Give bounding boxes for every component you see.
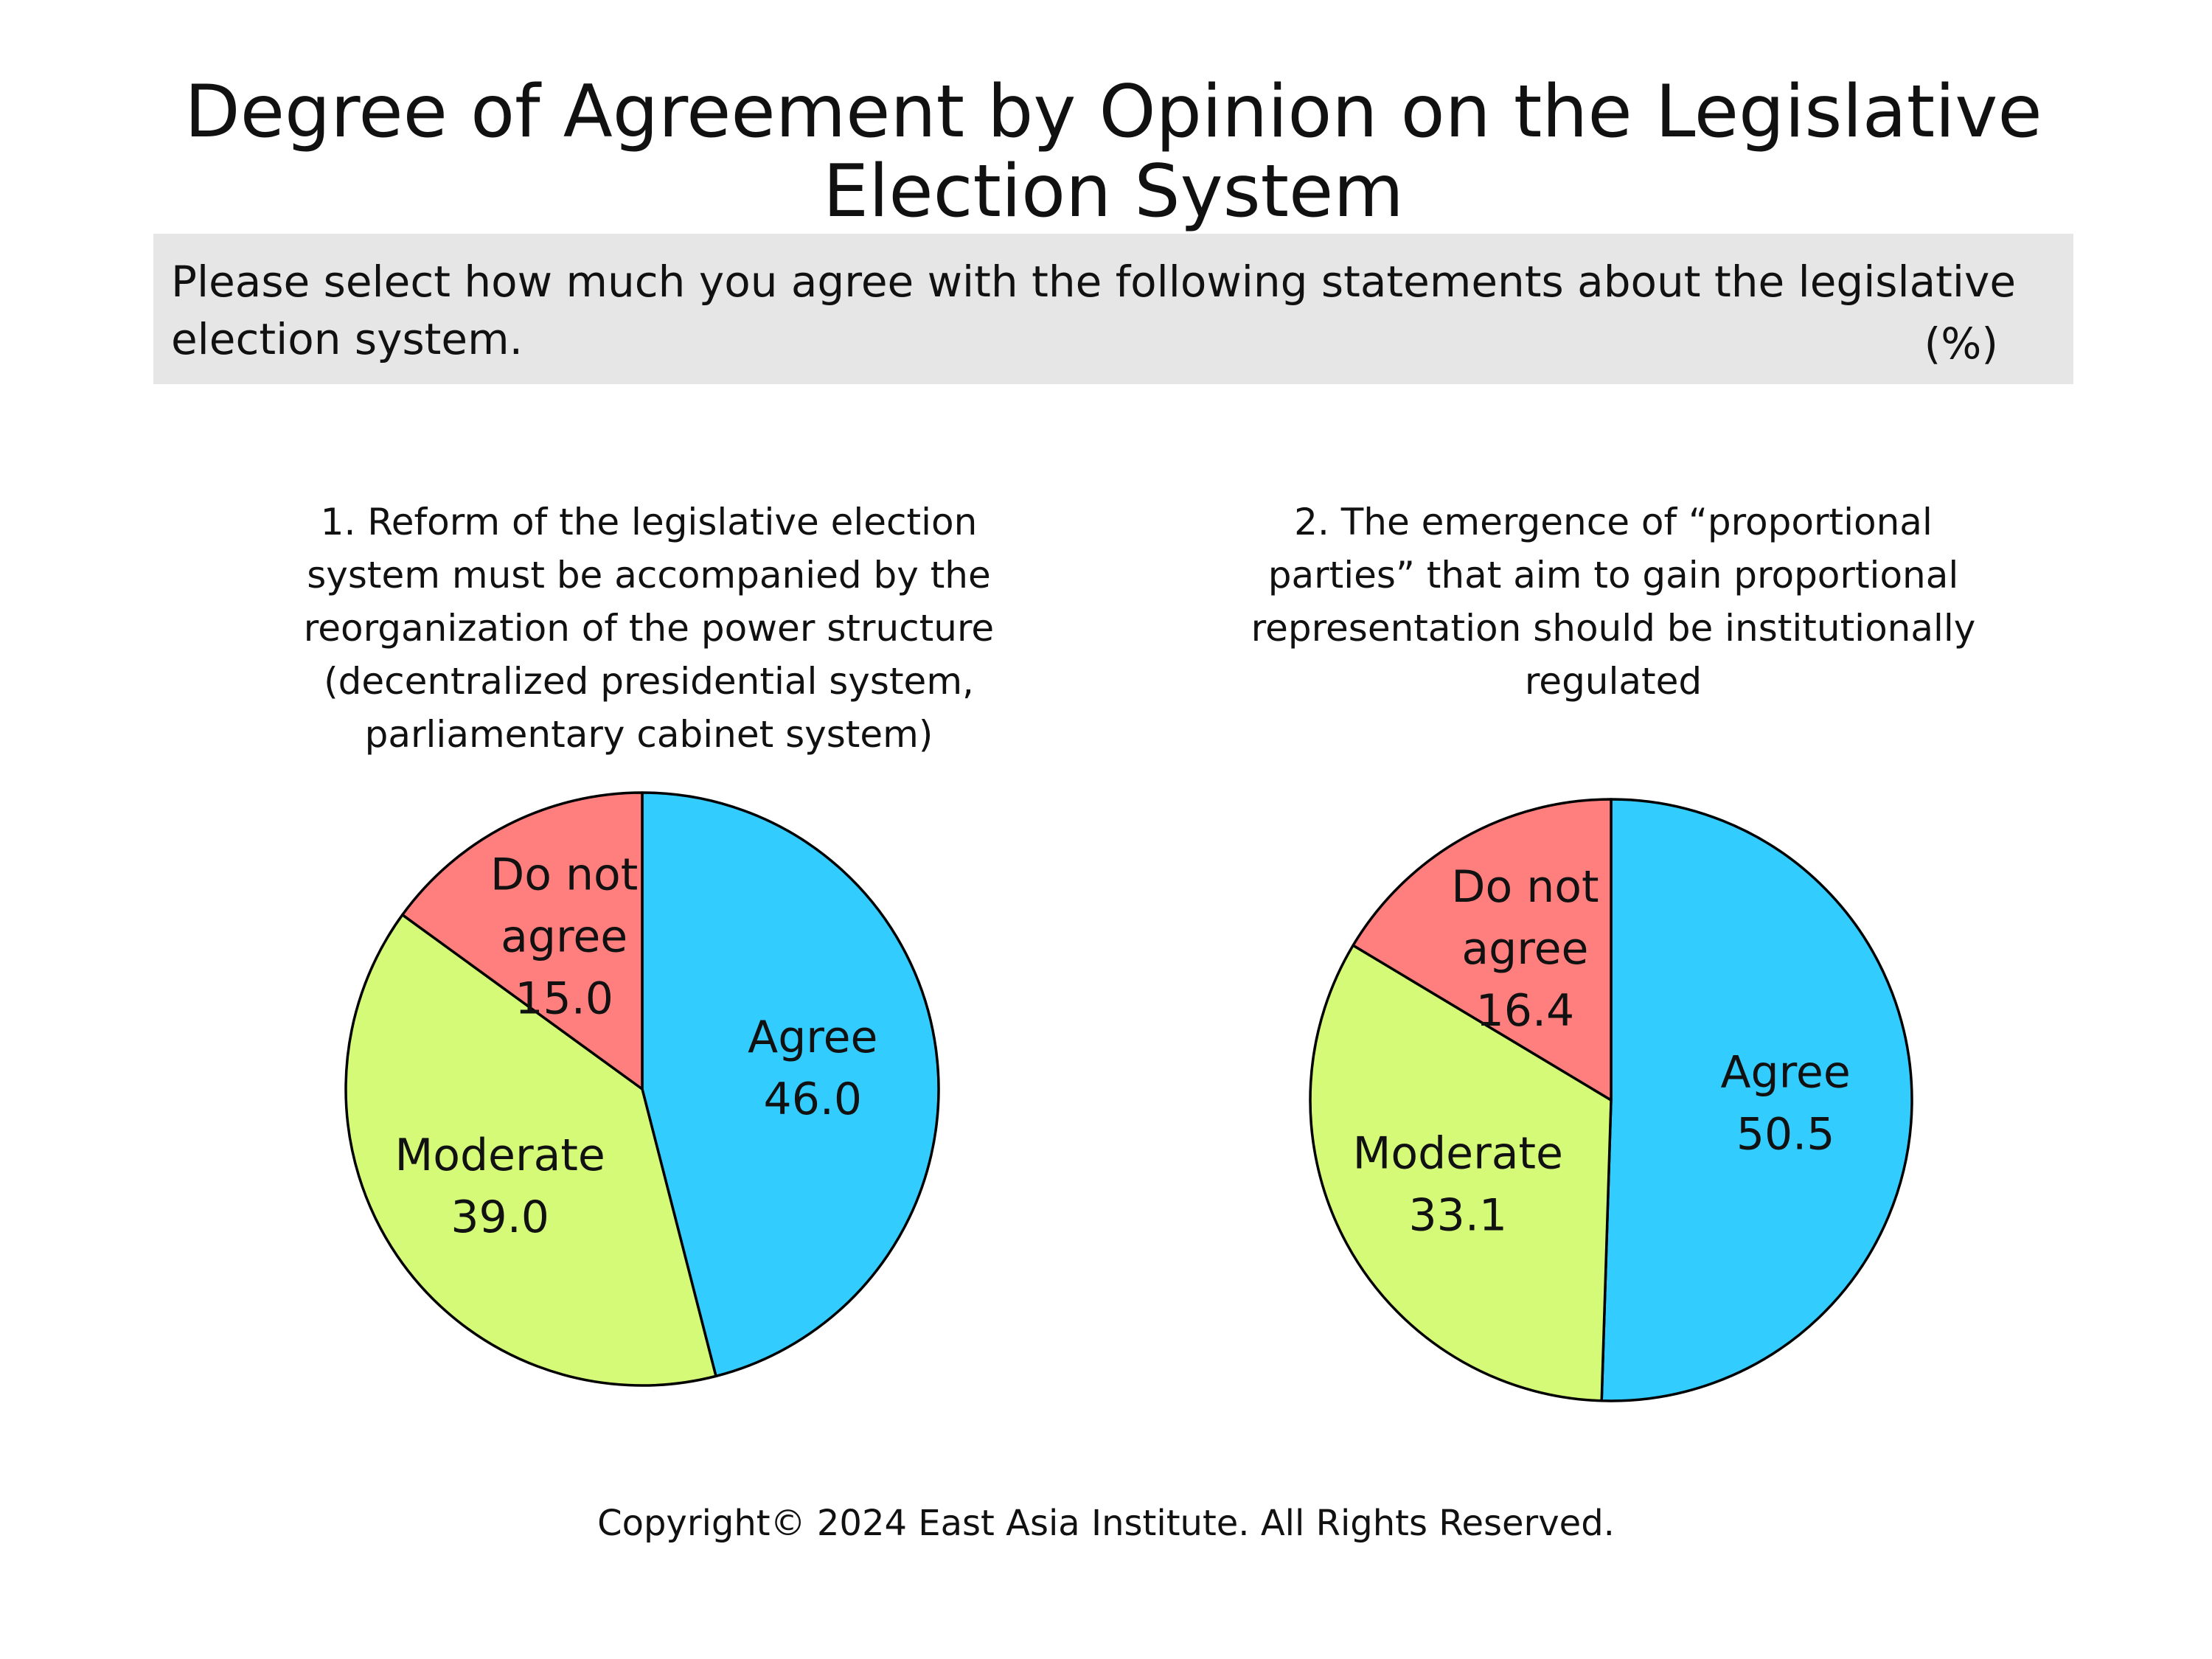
slice-value-label: 16.4 <box>1476 985 1575 1037</box>
pie-2-title: 2. The emergence of “proportional partie… <box>1208 495 2019 708</box>
unit-label: (%) <box>1924 319 1998 369</box>
pie-1: Agree 46.0 Moderate 39.0 Do not agree 15.0 <box>344 791 940 1387</box>
pie-2-label-moderate: Moderate 33.1 <box>1353 1127 1563 1241</box>
chart-title-line-1: Degree of Agreement by Opinion on the Le… <box>184 70 2042 154</box>
slice-category-label: Agree <box>1720 1047 1850 1099</box>
chart-title: Degree of Agreement by Opinion on the Le… <box>111 72 2116 232</box>
pie-2-title-line: regulated <box>1524 660 1703 703</box>
pie-2-title-line: parties” that aim to gain proportional <box>1267 554 1959 597</box>
slice-value-label: 33.1 <box>1408 1189 1507 1241</box>
slice-category-label: Do not <box>490 849 638 900</box>
pie-1-slice-do-not-agree <box>401 791 644 1091</box>
pie-1-title-line: system must be accompanied by the <box>307 554 991 597</box>
pie-1-title-line: reorganization of the power structure <box>303 607 995 650</box>
pie-1-slice-agree <box>641 791 940 1378</box>
slice-category-label: agree <box>1461 923 1588 975</box>
slice-category-label: Agree <box>748 1012 877 1063</box>
pie-2: Agree 50.5 Moderate 33.1 Do not agree 16.4 <box>1309 798 1913 1402</box>
pie-2-label-do-not-agree: Do not agree 16.4 <box>1451 861 1599 1037</box>
slice-category-label: Do not <box>1451 861 1599 913</box>
question-box: Please select how much you agree with th… <box>153 234 2073 384</box>
pie-2-title-line: 2. The emergence of “proportional <box>1294 501 1933 543</box>
pie-2-slice-do-not-agree <box>1352 798 1613 1102</box>
slice-value-label: 39.0 <box>451 1192 549 1243</box>
pie-1-slice-moderate <box>344 913 717 1387</box>
slice-value-label: 50.5 <box>1736 1109 1835 1161</box>
pie-2-title-line: representation should be institutionally <box>1251 607 1976 650</box>
pie-2-slice-moderate <box>1309 944 1613 1402</box>
slice-category-label: agree <box>501 911 627 962</box>
question-text: Please select how much you agree with th… <box>171 257 2017 364</box>
copyright-notice: Copyright© 2024 East Asia Institute. All… <box>597 1503 1615 1544</box>
chart-title-line-2: Election System <box>823 150 1404 234</box>
pie-2-label-agree: Agree 50.5 <box>1720 1047 1850 1161</box>
pie-1-title: 1. Reform of the legislative election sy… <box>243 495 1054 761</box>
pie-1-title-line: 1. Reform of the legislative election <box>320 501 978 543</box>
pie-1-label-moderate: Moderate 39.0 <box>394 1130 605 1243</box>
slice-category-label: Moderate <box>1353 1127 1563 1179</box>
pie-1-label-do-not-agree: Do not agree 15.0 <box>490 849 638 1024</box>
slice-category-label: Moderate <box>394 1130 605 1181</box>
pie-1-label-agree: Agree 46.0 <box>748 1012 877 1125</box>
pie-2-slice-agree <box>1600 798 1913 1402</box>
slice-value-label: 46.0 <box>764 1074 863 1125</box>
pie-1-title-line: parliamentary cabinet system) <box>364 713 933 756</box>
pie-1-title-line: (decentralized presidential system, <box>324 660 974 703</box>
slice-value-label: 15.0 <box>515 973 613 1024</box>
